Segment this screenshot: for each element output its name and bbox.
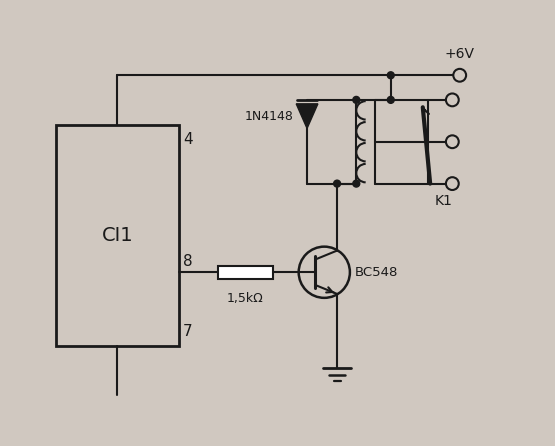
Circle shape xyxy=(353,96,360,103)
Text: 1,5kΩ: 1,5kΩ xyxy=(227,292,264,305)
Text: BC548: BC548 xyxy=(355,266,398,279)
Circle shape xyxy=(353,180,360,187)
Circle shape xyxy=(387,96,394,103)
Bar xyxy=(56,124,179,346)
Text: 4: 4 xyxy=(183,132,193,147)
Text: 1N4148: 1N4148 xyxy=(244,110,293,123)
Text: CI1: CI1 xyxy=(102,226,133,245)
Polygon shape xyxy=(296,104,318,128)
Text: +6V: +6V xyxy=(445,47,475,62)
Bar xyxy=(219,266,273,279)
Circle shape xyxy=(387,72,394,78)
Text: K1: K1 xyxy=(435,194,453,208)
Text: 7: 7 xyxy=(183,324,193,339)
Circle shape xyxy=(334,180,341,187)
Text: 8: 8 xyxy=(183,254,193,269)
